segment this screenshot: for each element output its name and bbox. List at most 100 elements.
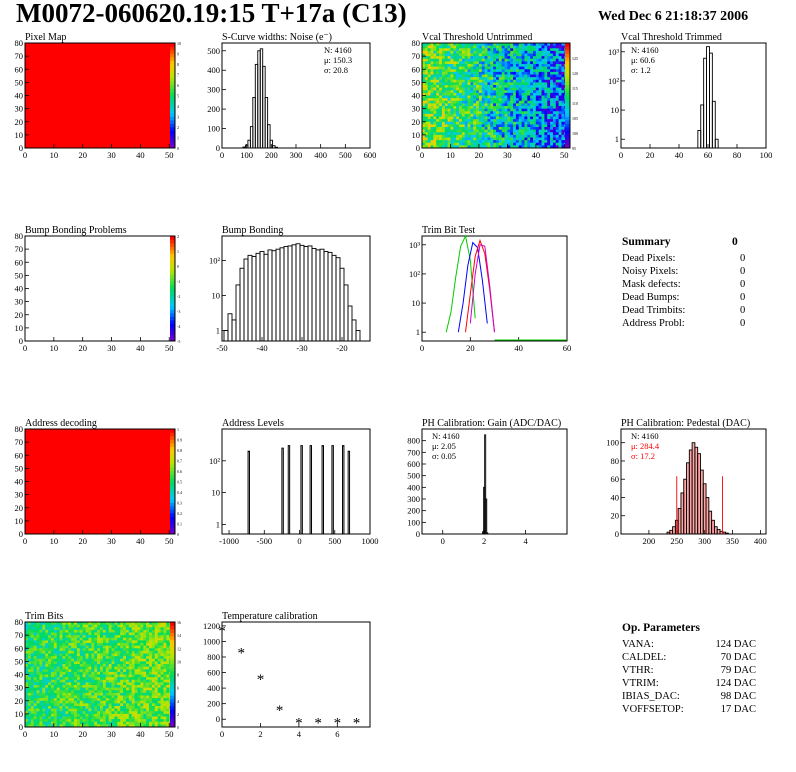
heatmap-cell xyxy=(510,100,514,104)
heatmap-cell xyxy=(94,703,98,707)
heatmap-cell xyxy=(85,695,89,699)
heatmap-cell xyxy=(146,703,150,707)
heatmap-cell xyxy=(108,703,112,707)
heatmap-cell xyxy=(62,703,66,707)
heatmap-cell xyxy=(533,145,537,149)
heatmap-cell xyxy=(30,674,35,678)
heatmap-cell xyxy=(561,48,565,52)
heatmap-cell xyxy=(50,690,55,694)
color-scale-segment xyxy=(170,250,175,254)
heatmap-cell xyxy=(510,103,514,107)
y-tick-label: 700 xyxy=(407,447,420,457)
heatmap-cell xyxy=(561,50,565,54)
color-scale-segment xyxy=(170,109,175,114)
heatmap-cell xyxy=(68,650,72,654)
heatmap-cell xyxy=(62,661,66,665)
heatmap-cell xyxy=(476,71,480,75)
heatmap-cell xyxy=(33,666,37,670)
heatmap-cell xyxy=(561,66,565,70)
heatmap-cell xyxy=(478,87,483,91)
heatmap-cell xyxy=(538,74,542,78)
heatmap-cell xyxy=(430,121,434,125)
heatmap-cell xyxy=(79,724,84,728)
heatmap-cell xyxy=(496,58,500,62)
heatmap-cell xyxy=(163,648,167,652)
color-scale-segment xyxy=(170,144,175,149)
heatmap-cell xyxy=(422,108,426,112)
heatmap-cell xyxy=(504,58,508,62)
x-tick-label: 40 xyxy=(532,150,541,160)
heatmap-cell xyxy=(496,92,500,96)
heatmap-cell xyxy=(117,706,121,710)
heatmap-cell xyxy=(422,116,426,120)
heatmap-cell xyxy=(128,658,133,662)
heatmap-cell xyxy=(487,58,491,62)
heatmap-cell xyxy=(427,66,431,70)
histogram-bar xyxy=(223,330,229,342)
color-scale-segment xyxy=(170,723,175,728)
heatmap-cell xyxy=(424,64,429,68)
heatmap-cell xyxy=(422,61,426,65)
heatmap-cell xyxy=(493,106,497,110)
heatmap-cell xyxy=(504,145,508,149)
color-scale-segment xyxy=(565,88,570,93)
histogram-bar xyxy=(243,258,249,342)
heatmap-cell xyxy=(140,721,144,725)
heatmap-cell xyxy=(30,643,35,647)
heatmap-cell xyxy=(467,74,471,78)
heatmap-cell xyxy=(39,682,43,686)
color-scale-segment xyxy=(170,274,175,279)
heatmap-cell xyxy=(82,682,86,686)
heatmap-cell xyxy=(550,85,554,89)
heatmap-cell xyxy=(100,711,104,715)
heatmap-cell xyxy=(74,695,78,699)
heatmap-cell xyxy=(79,682,84,686)
heatmap-cell xyxy=(42,643,46,647)
heatmap-cell xyxy=(131,674,136,678)
heatmap-cell xyxy=(464,116,468,120)
heatmap-cell xyxy=(550,87,554,91)
heatmap-cell xyxy=(163,685,167,689)
heatmap-cell xyxy=(143,640,147,644)
heatmap-cell xyxy=(146,679,150,683)
heatmap-cell xyxy=(100,716,104,720)
heatmap-cell xyxy=(102,695,107,699)
heatmap-cell xyxy=(123,666,127,670)
heatmap-cell xyxy=(62,713,66,717)
heatmap-cell xyxy=(82,632,86,636)
heatmap-cell xyxy=(123,656,127,660)
heatmap-cell xyxy=(91,695,95,699)
heatmap-cell xyxy=(117,669,121,673)
heatmap-cell xyxy=(427,103,431,107)
heatmap-cell xyxy=(461,79,466,83)
heatmap-cell xyxy=(513,140,517,144)
heatmap-cell xyxy=(62,724,66,728)
heatmap-cell xyxy=(120,719,124,723)
heatmap-cell xyxy=(558,85,562,89)
heatmap-cell xyxy=(79,643,84,647)
heatmap-cell xyxy=(450,48,454,52)
heatmap-cell xyxy=(433,82,437,86)
heatmap-cell xyxy=(470,48,474,52)
heatmap-cell xyxy=(427,100,431,104)
heatmap-cell xyxy=(555,116,560,120)
heatmap-cell xyxy=(30,666,35,670)
heatmap-cell xyxy=(56,624,61,628)
heatmap-cell xyxy=(25,643,29,647)
heatmap-cell xyxy=(561,92,565,96)
heatmap-cell xyxy=(79,713,84,717)
heatmap-cell xyxy=(140,679,144,683)
heatmap-cell xyxy=(53,698,58,702)
heatmap-cell xyxy=(544,106,548,110)
heatmap-cell xyxy=(459,50,463,54)
heatmap-cell xyxy=(533,64,537,68)
heatmap-fill xyxy=(25,429,175,534)
heatmap-cell xyxy=(134,713,138,717)
heatmap-cell xyxy=(42,708,46,712)
heatmap-cell xyxy=(154,637,159,641)
heatmap-cell xyxy=(535,113,540,117)
heatmap-cell xyxy=(496,132,500,136)
heatmap-cell xyxy=(473,58,477,62)
color-scale-label: 0 xyxy=(177,725,179,730)
heatmap-cell xyxy=(154,674,159,678)
